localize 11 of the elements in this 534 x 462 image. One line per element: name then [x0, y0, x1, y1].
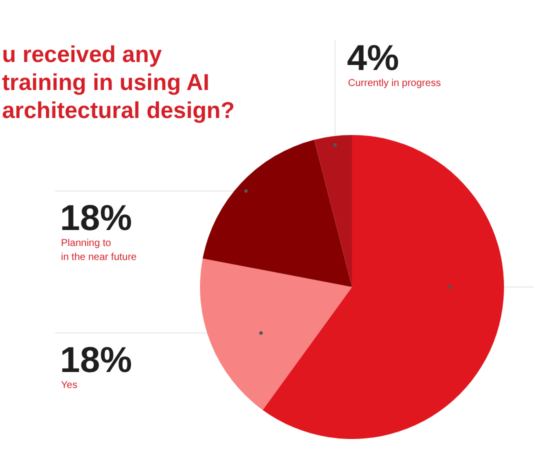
pie-slice — [202, 140, 352, 287]
pie-slice — [200, 258, 352, 410]
text: u received any training in using AI architectural design? — [2, 41, 235, 123]
slice-label: Yes — [61, 380, 78, 391]
data-label: 18% — [60, 339, 132, 380]
data-label: 18% — [60, 197, 132, 238]
pie-slice — [314, 135, 352, 287]
data-label: 4% — [347, 37, 400, 78]
slice-label: Currently in progress — [348, 78, 441, 89]
pie-slice — [262, 135, 504, 439]
slice-label: Planning to in the near future — [61, 238, 138, 263]
